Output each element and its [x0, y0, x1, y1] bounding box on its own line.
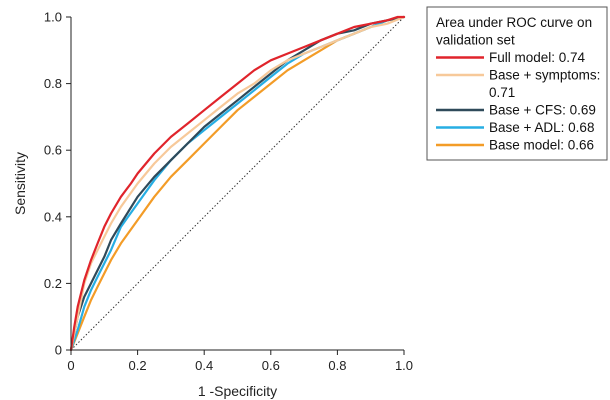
legend-label-3: Base + ADL: 0.68 [489, 120, 594, 135]
y-tick-label: 0 [55, 343, 62, 358]
y-axis-title: Sensitivity [12, 152, 28, 215]
series-line-0 [69, 15, 406, 352]
x-tick-label: 0.8 [328, 358, 346, 373]
x-tick-label: 1.0 [395, 358, 413, 373]
x-tick-label: 0.6 [262, 358, 280, 373]
legend-label-2: Base + CFS: 0.69 [489, 103, 596, 118]
y-tick-label: 1.0 [44, 10, 62, 25]
y-tick-label: 0.4 [44, 209, 62, 224]
series-line-1 [69, 15, 406, 352]
legend-title: Area under ROC curve on [436, 15, 592, 30]
y-tick-label: 0.6 [44, 143, 62, 158]
legend-title: validation set [436, 33, 515, 48]
legend-label-1: 0.71 [489, 85, 515, 100]
y-tick-label: 0.8 [44, 76, 62, 91]
axes: 0 0.2 0.4 0.6 0.8 1.0 0 0.2 0.4 0.6 0.8 1.0 1 -Speci… [12, 10, 413, 400]
y-tick-label: 0.2 [44, 276, 62, 291]
legend-label-4: Base model: 0.66 [489, 138, 594, 153]
legend-label-0: Full model: 0.74 [489, 50, 586, 65]
legend-box [426, 6, 608, 161]
plot-area [69, 15, 406, 352]
x-axis-title: 1 -Specificity [198, 383, 277, 399]
x-tick-label: 0.4 [195, 358, 213, 373]
x-tick-label: 0 [67, 358, 74, 373]
legend-label-1: Base + symptoms: [489, 68, 600, 83]
diagonal-reference-line [70, 16, 405, 351]
x-tick-label: 0.2 [129, 358, 147, 373]
legend: Area under ROC curve on validation set Ful… [426, 6, 608, 161]
